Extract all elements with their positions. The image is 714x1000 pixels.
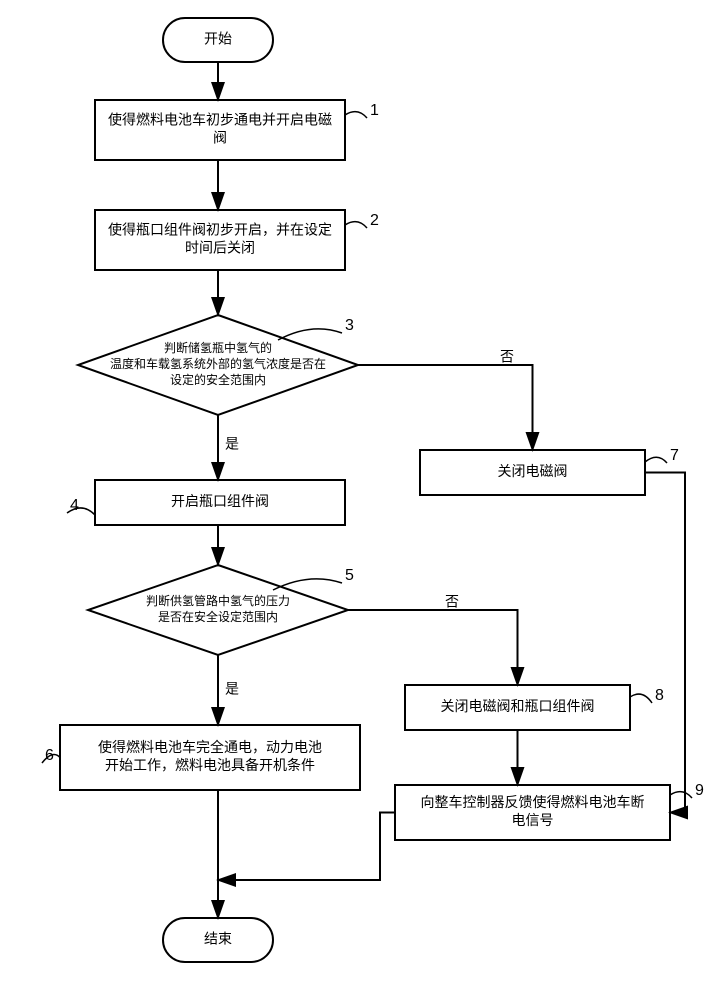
end-terminator: 结束 [163,918,273,962]
step6-box: 使得燃料电池车完全通电，动力电池开始工作，燃料电池具备开机条件 [60,725,360,790]
label-yes1: 是 [225,436,239,452]
svg-text:使得燃料电池车初步通电并开启电磁: 使得燃料电池车初步通电并开启电磁 [108,112,332,128]
svg-text:开始工作，燃料电池具备开机条件: 开始工作，燃料电池具备开机条件 [105,757,315,773]
arrow-5no-8 [348,610,518,685]
svg-text:6: 6 [45,747,54,764]
arrow-3no-7 [358,365,533,450]
svg-text:9: 9 [695,782,704,799]
step1-box: 使得燃料电池车初步通电并开启电磁阀 [95,100,345,160]
svg-text:8: 8 [655,687,664,704]
flowchart-diagram: 开始使得燃料电池车初步通电并开启电磁阀使得瓶口组件阀初步开启，并在设定时间后关闭… [0,0,714,1000]
svg-text:使得燃料电池车完全通电，动力电池: 使得燃料电池车完全通电，动力电池 [98,739,322,755]
step9-box: 向整车控制器反馈使得燃料电池车断电信号 [395,785,670,840]
step4-box: 开启瓶口组件阀 [95,480,345,525]
num-2: 2 [345,212,379,229]
svg-text:是否在安全设定范围内: 是否在安全设定范围内 [158,609,278,624]
label-yes2: 是 [225,681,239,697]
label-no1: 否 [500,349,514,365]
num-9: 9 [670,782,704,799]
svg-text:时间后关闭: 时间后关闭 [185,240,255,256]
svg-text:使得瓶口组件阀初步开启，并在设定: 使得瓶口组件阀初步开启，并在设定 [108,222,332,238]
svg-text:2: 2 [370,212,379,229]
arrow-7-9 [645,473,685,813]
step7-box: 关闭电磁阀 [420,450,645,495]
svg-text:向整车控制器反馈使得燃料电池车断: 向整车控制器反馈使得燃料电池车断 [421,794,645,810]
svg-text:1: 1 [370,102,379,119]
svg-text:电信号: 电信号 [512,812,554,828]
svg-text:开启瓶口组件阀: 开启瓶口组件阀 [171,493,269,509]
num-4: 4 [67,497,95,515]
start-terminator: 开始 [163,18,273,62]
num-5: 5 [273,567,354,590]
svg-text:结束: 结束 [204,931,232,947]
svg-text:温度和车载氢系统外部的氢气浓度是否在: 温度和车载氢系统外部的氢气浓度是否在 [110,356,326,371]
decision3-diamond: 判断储氢瓶中氢气的温度和车载氢系统外部的氢气浓度是否在设定的安全范围内 [78,315,358,415]
num-8: 8 [630,687,664,704]
svg-text:阀: 阀 [213,130,227,146]
svg-text:3: 3 [345,317,354,334]
svg-text:7: 7 [670,447,679,464]
svg-text:关闭电磁阀: 关闭电磁阀 [498,463,568,479]
svg-text:开始: 开始 [204,31,232,47]
num-7: 7 [645,447,679,464]
step2-box: 使得瓶口组件阀初步开启，并在设定时间后关闭 [95,210,345,270]
svg-text:设定的安全范围内: 设定的安全范围内 [170,372,266,387]
label-no2: 否 [445,594,459,610]
step8-box: 关闭电磁阀和瓶口组件阀 [405,685,630,730]
svg-text:关闭电磁阀和瓶口组件阀: 关闭电磁阀和瓶口组件阀 [441,698,595,714]
num-1: 1 [345,102,379,119]
svg-text:判断储氢瓶中氢气的: 判断储氢瓶中氢气的 [164,340,272,355]
svg-text:判断供氢管路中氢气的压力: 判断供氢管路中氢气的压力 [146,593,290,608]
arrow-9-end [218,813,395,881]
svg-text:4: 4 [70,497,79,514]
svg-text:5: 5 [345,567,354,584]
num-6: 6 [42,747,60,764]
num-3: 3 [278,317,354,340]
